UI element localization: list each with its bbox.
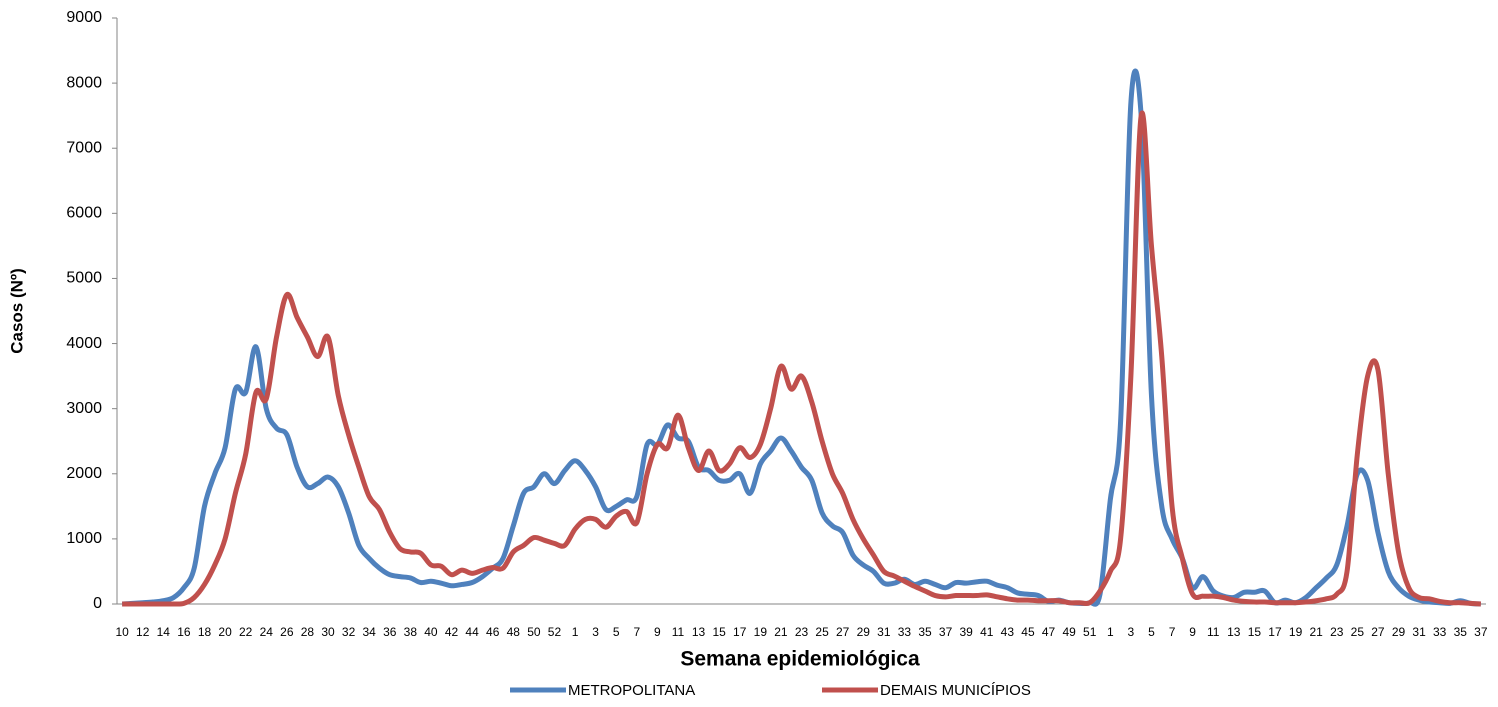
y-tick-label: 9000	[66, 9, 102, 26]
x-tick-label: 17	[733, 625, 747, 639]
x-tick-label: 33	[898, 625, 912, 639]
x-tick-label: 33	[1433, 625, 1447, 639]
x-tick-label: 7	[1169, 625, 1176, 639]
x-tick-label: 7	[633, 625, 640, 639]
series-line	[122, 110, 1482, 607]
x-tick-label: 20	[218, 625, 232, 639]
x-tick-label: 3	[1128, 625, 1135, 639]
x-tick-label: 32	[342, 625, 356, 639]
x-tick-label: 41	[980, 625, 994, 639]
x-tick-label: 23	[1330, 625, 1344, 639]
x-tick-label: 25	[1351, 625, 1365, 639]
x-tick-label: 39	[960, 625, 974, 639]
x-tick-label: 15	[1248, 625, 1262, 639]
x-tick-label: 5	[1148, 625, 1155, 639]
x-tick-label: 13	[692, 625, 706, 639]
x-tick-label: 31	[877, 625, 891, 639]
x-tick-label: 21	[774, 625, 788, 639]
x-tick-label: 16	[177, 625, 191, 639]
x-tick-label: 17	[1268, 625, 1282, 639]
x-tick-label: 1	[1107, 625, 1114, 639]
x-tick-label: 29	[857, 625, 871, 639]
y-tick-label: 1000	[66, 530, 102, 547]
x-tick-label: 52	[548, 625, 562, 639]
x-tick-label: 9	[1189, 625, 1196, 639]
x-tick-label: 29	[1392, 625, 1406, 639]
x-tick-label: 28	[301, 625, 315, 639]
x-tick-label: 18	[198, 625, 212, 639]
x-tick-label: 45	[1021, 625, 1035, 639]
legend-label: DEMAIS MUNICÍPIOS	[880, 682, 1031, 699]
x-tick-label: 37	[1474, 625, 1488, 639]
x-tick-label: 50	[527, 625, 541, 639]
x-axis-title: Semana epidemiológica	[680, 648, 920, 671]
x-tick-label: 31	[1412, 625, 1426, 639]
y-tick-label: 2000	[66, 465, 102, 482]
x-tick-label: 3	[592, 625, 599, 639]
y-tick-label: 6000	[66, 205, 102, 222]
x-tick-label: 25	[815, 625, 829, 639]
legend-label: METROPOLITANA	[568, 682, 695, 699]
x-tick-label: 13	[1227, 625, 1241, 639]
x-tick-label: 44	[465, 625, 479, 639]
y-tick-label: 8000	[66, 74, 102, 91]
x-tick-label: 47	[1042, 625, 1056, 639]
x-tick-label: 43	[1001, 625, 1015, 639]
y-axis-title: Casos (Nº)	[7, 268, 26, 354]
x-tick-label: 19	[754, 625, 768, 639]
x-tick-label: 12	[136, 625, 150, 639]
y-tick-label: 7000	[66, 139, 102, 156]
x-tick-label: 34	[363, 625, 377, 639]
x-tick-label: 37	[939, 625, 953, 639]
x-tick-label: 24	[260, 625, 274, 639]
x-tick-label: 38	[404, 625, 418, 639]
x-tick-label: 46	[486, 625, 500, 639]
x-tick-label: 48	[507, 625, 521, 639]
x-tick-label: 21	[1309, 625, 1323, 639]
x-tick-label: 27	[836, 625, 850, 639]
x-tick-label: 23	[795, 625, 809, 639]
x-tick-label: 11	[1207, 625, 1220, 639]
y-tick-label: 0	[93, 595, 102, 612]
series-line	[121, 68, 1482, 607]
x-tick-label: 9	[654, 625, 661, 639]
x-tick-label: 15	[712, 625, 726, 639]
x-tick-label: 42	[445, 625, 459, 639]
x-tick-label: 10	[115, 625, 129, 639]
x-tick-label: 26	[280, 625, 294, 639]
x-tick-label: 36	[383, 625, 397, 639]
x-tick-label: 5	[613, 625, 620, 639]
x-tick-label: 14	[157, 625, 171, 639]
x-tick-label: 51	[1083, 625, 1097, 639]
x-tick-label: 40	[424, 625, 438, 639]
x-tick-label: 11	[672, 625, 685, 639]
x-tick-label: 30	[321, 625, 335, 639]
y-tick-label: 3000	[66, 400, 102, 417]
x-tick-label: 35	[918, 625, 932, 639]
x-tick-label: 19	[1289, 625, 1303, 639]
x-tick-label: 35	[1454, 625, 1468, 639]
x-tick-label: 49	[1062, 625, 1076, 639]
x-tick-label: 22	[239, 625, 253, 639]
y-tick-label: 4000	[66, 335, 102, 352]
x-tick-label: 1	[572, 625, 579, 639]
x-tick-label: 27	[1371, 625, 1385, 639]
y-tick-label: 5000	[66, 270, 102, 287]
